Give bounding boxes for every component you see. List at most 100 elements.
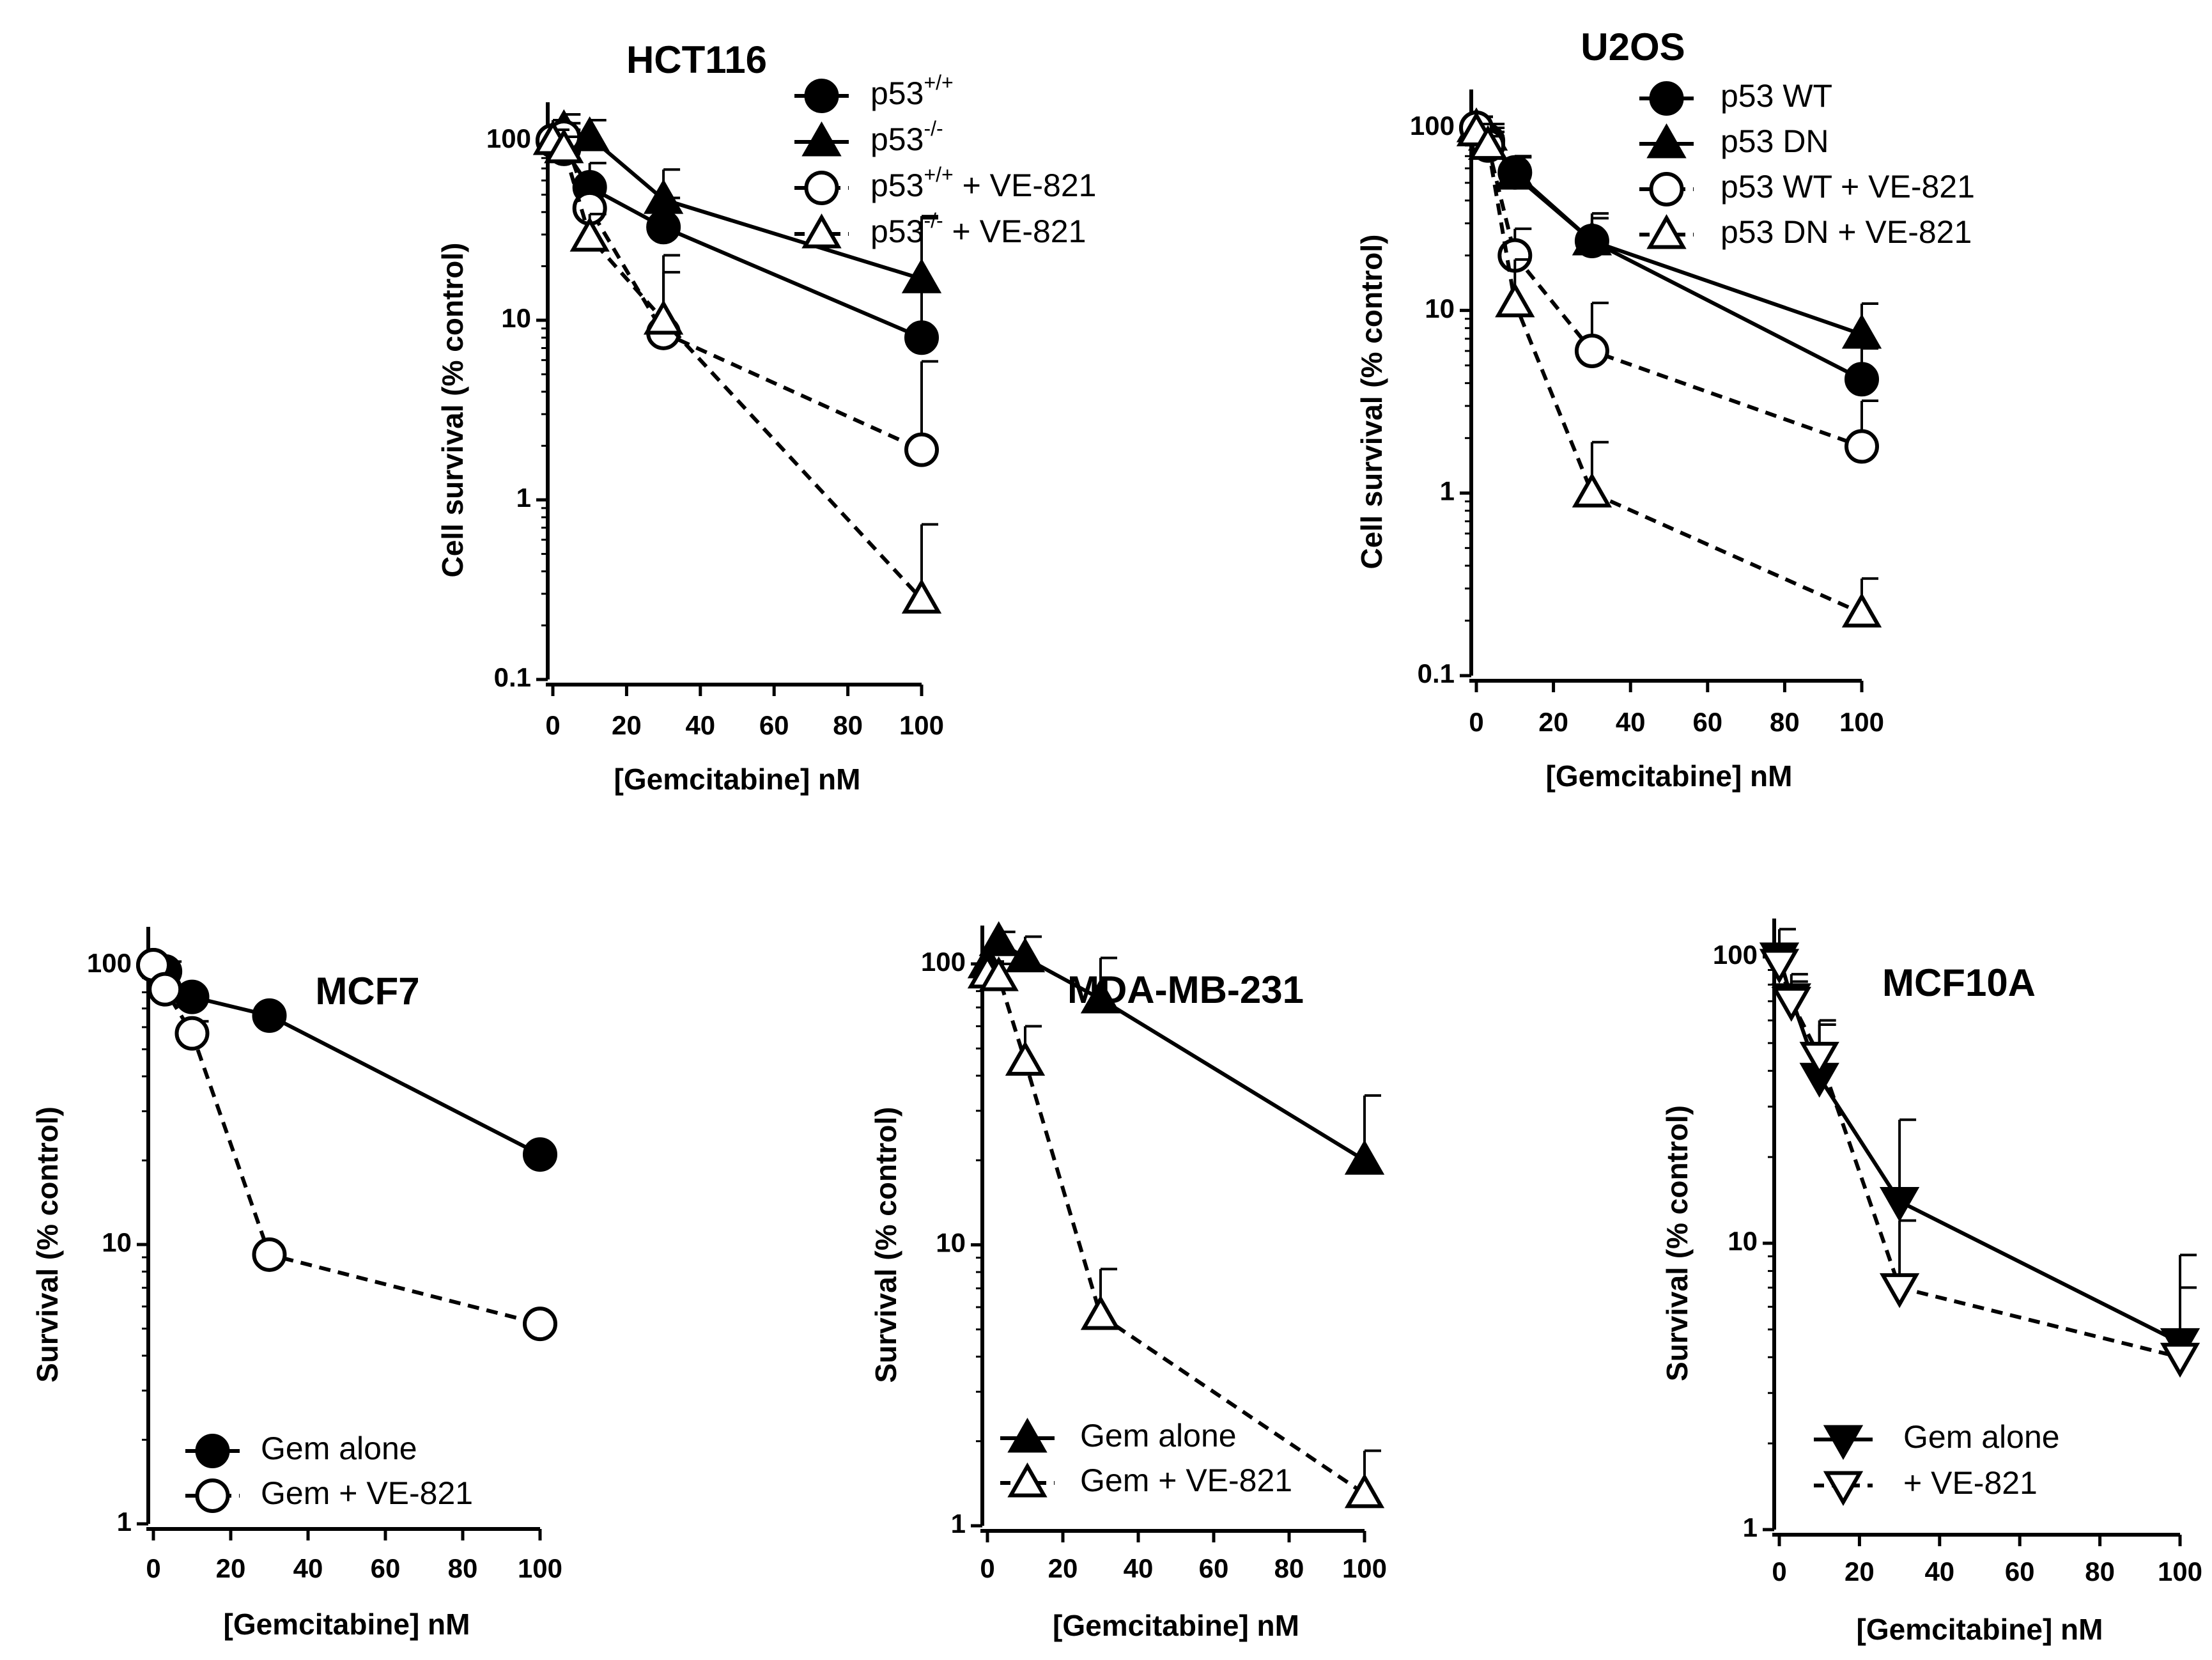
data-point — [1759, 949, 1800, 984]
y-tick-label: 10 — [501, 303, 531, 333]
legend-marker — [1649, 172, 1684, 206]
x-axis-label: [Gemcitabine] nM — [224, 1608, 470, 1641]
y-tick-label: 1 — [117, 1507, 132, 1537]
legend-marker — [1823, 1471, 1864, 1507]
data-point — [1771, 986, 1811, 1022]
legend-label: Gem + VE-821 — [1080, 1462, 1292, 1498]
legend-label: p53-/- + VE-821 — [870, 209, 1086, 249]
data-point — [523, 1307, 557, 1342]
y-tick-label: 1 — [1743, 1512, 1758, 1542]
legend-entry-p53-wt: p53 WT — [1639, 78, 1832, 116]
chart-title: MCF10A — [1882, 961, 2036, 1004]
legend-marker — [1007, 1417, 1048, 1453]
legend-label: p53+/+ + VE-821 — [870, 163, 1096, 203]
y-tick-label: 0.1 — [1418, 658, 1455, 688]
series-line — [987, 972, 1366, 1496]
legend-label-base: Gem + VE-821 — [1080, 1462, 1292, 1498]
data-point — [148, 972, 183, 1007]
legend-label-base: p53 — [870, 167, 924, 203]
x-tick-label: 100 — [2158, 1556, 2202, 1586]
legend-label: p53-/- — [870, 117, 943, 157]
legend-entry-gem-alone: Gem alone — [185, 1431, 417, 1468]
y-axis-label: Survival (% control) — [31, 1106, 64, 1383]
x-tick-label: 0 — [146, 1553, 160, 1583]
legend-entry-p53-dn-ve-821: p53 DN + VE-821 — [1639, 213, 1972, 250]
data-point — [1841, 593, 1882, 628]
data-point — [1344, 1140, 1385, 1175]
series-gem-ve-821 — [967, 953, 1385, 1509]
legend-label-base: Gem + VE-821 — [261, 1475, 473, 1511]
legend-label: + VE-821 — [1903, 1465, 2038, 1501]
series-p53-ve-821 — [532, 120, 942, 614]
y-axis-label: Survival (% control) — [869, 1107, 902, 1383]
legend-entry-gem-alone: Gem alone — [1814, 1419, 2060, 1461]
legend-entry-p53-ve-821: p53+/+ + VE-821 — [794, 163, 1096, 205]
series-line — [1474, 126, 1863, 381]
data-point — [1574, 334, 1609, 369]
data-point — [523, 1137, 557, 1172]
x-tick-label: 40 — [293, 1553, 323, 1583]
data-point — [1841, 313, 1882, 349]
chart-mcf7: MCF7 1 10 100 0 20 40 60 80 100 [Gemcitabine] nM Su… — [31, 927, 562, 1641]
x-tick-label: 0 — [980, 1553, 994, 1583]
legend-label-suffix: + VE-821 — [954, 167, 1097, 203]
x-tick-label: 40 — [1924, 1556, 1954, 1586]
series-line — [1777, 963, 2181, 1360]
legend-label-base: p53 DN — [1721, 123, 1829, 159]
data-point — [901, 578, 942, 614]
y-tick-label: 0.1 — [494, 662, 531, 692]
series-p53-dn-ve-821 — [1456, 111, 1882, 628]
y-tick-label: 100 — [1410, 111, 1455, 141]
data-point — [646, 210, 681, 245]
legend-label: Gem alone — [1903, 1419, 2060, 1455]
legend-marker — [1649, 81, 1684, 116]
chart-title: MCF7 — [315, 970, 419, 1012]
x-tick-label: 0 — [1469, 707, 1483, 737]
x-tick-label: 0 — [1772, 1556, 1786, 1586]
y-tick-label: 10 — [102, 1227, 132, 1257]
chart-title: U2OS — [1581, 26, 1685, 68]
data-point — [1845, 429, 1879, 464]
legend-label-suffix: + VE-821 — [943, 213, 1087, 249]
data-point — [2160, 1342, 2200, 1378]
legend-label-superscript: +/+ — [924, 163, 953, 186]
legend-label-superscript: -/- — [924, 117, 943, 140]
data-point — [1495, 155, 1535, 190]
legend-label: Gem + VE-821 — [261, 1475, 473, 1511]
data-point — [569, 116, 610, 151]
data-point — [1467, 125, 1508, 160]
y-tick-label: 1 — [516, 483, 531, 513]
legend-label: p53+/+ — [870, 71, 954, 111]
legend-marker — [1823, 1425, 1864, 1461]
y-tick-label: 100 — [486, 123, 531, 153]
data-point — [643, 299, 684, 335]
legend-label: Gem alone — [1080, 1418, 1237, 1454]
x-tick-label: 60 — [1199, 1553, 1229, 1583]
y-axis-label: Cell survival (% control) — [1355, 234, 1388, 569]
legend-marker — [804, 171, 839, 205]
y-tick-label: 1 — [1440, 476, 1455, 506]
y-tick-label: 10 — [1425, 293, 1455, 323]
series-line — [1777, 956, 2181, 1345]
series-line — [552, 134, 923, 452]
legend-entry-ve-821: + VE-821 — [1814, 1465, 2038, 1507]
x-tick-label: 100 — [1342, 1553, 1387, 1583]
x-axis-label: [Gemcitabine] nM — [614, 763, 861, 796]
data-point — [901, 258, 942, 293]
legend-label-base: p53 — [870, 121, 924, 157]
legend-label-superscript: -/- — [924, 209, 943, 232]
series-line — [552, 139, 924, 601]
data-point — [978, 921, 1019, 956]
x-tick-label: 20 — [1845, 1556, 1875, 1586]
y-axis-label: Cell survival (% control) — [436, 242, 469, 577]
x-tick-label: 40 — [1124, 1553, 1154, 1583]
legend-entry-gem-ve-821: Gem + VE-821 — [185, 1475, 473, 1513]
chart-title: HCT116 — [626, 38, 767, 81]
data-point — [904, 432, 939, 467]
data-point — [252, 998, 287, 1033]
data-point — [252, 1237, 287, 1272]
data-point — [1005, 937, 1046, 973]
x-tick-label: 60 — [371, 1553, 401, 1583]
